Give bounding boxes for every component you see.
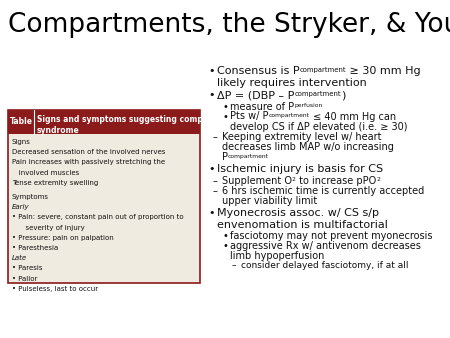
Text: ): ) [341,90,346,100]
Text: upper viability limit: upper viability limit [222,196,317,206]
Text: •: • [222,112,228,121]
Text: •: • [222,241,228,251]
Text: aggressive Rx w/ antivenom decreases: aggressive Rx w/ antivenom decreases [230,241,421,251]
Text: –: – [213,186,218,196]
Text: measure of P: measure of P [230,101,294,112]
Text: Consensus is P: Consensus is P [217,66,300,76]
Text: compartment: compartment [269,113,310,118]
Text: ≥ 30 mm Hg: ≥ 30 mm Hg [346,66,421,76]
Text: Decreased sensation of the involved nerves: Decreased sensation of the involved nerv… [12,149,166,155]
Text: Keeping extremity level w/ heart: Keeping extremity level w/ heart [222,132,382,143]
Text: • Paresthesia: • Paresthesia [12,245,58,251]
Text: Table: Table [9,118,32,126]
Text: likely requires intervention: likely requires intervention [217,77,367,88]
Text: severity of injury: severity of injury [12,224,85,231]
Text: • Pressure: pain on palpation: • Pressure: pain on palpation [12,235,114,241]
Text: Pain increases with passively stretching the: Pain increases with passively stretching… [12,160,165,165]
Text: • Pulseless, last to occur: • Pulseless, last to occur [12,286,98,292]
Text: Ischemic injury is basis for CS: Ischemic injury is basis for CS [217,165,383,174]
Text: fasciotomy may not prevent myonecrosis: fasciotomy may not prevent myonecrosis [230,231,432,241]
Text: Compartments, the Stryker, & You: Compartments, the Stryker, & You [8,12,450,38]
Text: • Paresis: • Paresis [12,265,42,271]
Text: •: • [208,208,215,218]
Text: • Pallor: • Pallor [12,275,37,282]
Text: Early: Early [12,204,30,210]
Text: Pts w/ P: Pts w/ P [230,112,269,121]
Text: •: • [208,66,215,76]
Text: perfusion: perfusion [294,103,322,108]
Text: Signs and symptoms suggesting compartment
syndrome: Signs and symptoms suggesting compartmen… [37,115,238,135]
Text: ΔP = (DBP – P: ΔP = (DBP – P [217,90,294,100]
Text: limb hypoperfusion: limb hypoperfusion [230,251,324,261]
Text: Symptoms: Symptoms [12,194,49,200]
Text: •: • [222,101,228,112]
Text: consider delayed fasciotomy, if at all: consider delayed fasciotomy, if at all [241,261,409,270]
Text: ≤ 40 mm Hg can: ≤ 40 mm Hg can [310,112,396,121]
Text: 2: 2 [376,177,380,182]
Bar [8,110,200,283]
Bar [8,110,200,134]
Text: Late: Late [12,255,27,261]
Text: –: – [213,176,218,186]
Text: P: P [222,152,228,163]
Text: involved muscles: involved muscles [12,170,79,176]
Text: •: • [222,231,228,241]
Text: to increase pPO: to increase pPO [296,176,376,186]
Text: Supplement O: Supplement O [222,176,292,186]
Text: compartment: compartment [294,92,341,97]
Text: 6 hrs ischemic time is currently accepted: 6 hrs ischemic time is currently accepte… [222,186,424,196]
Text: –: – [232,261,237,270]
Text: compartment: compartment [228,154,269,159]
Text: •: • [208,90,215,100]
Text: Myonecrosis assoc. w/ CS s/p: Myonecrosis assoc. w/ CS s/p [217,208,379,218]
Text: compartment: compartment [300,68,346,73]
Text: develop CS if ΔP elevated (i.e. ≥ 30): develop CS if ΔP elevated (i.e. ≥ 30) [230,121,408,131]
Text: •: • [208,165,215,174]
Text: Tense extremity swelling: Tense extremity swelling [12,180,98,186]
Text: –: – [213,132,218,143]
Text: decreases limb MAP w/o increasing: decreases limb MAP w/o increasing [222,143,394,152]
Text: envenomation is multifactorial: envenomation is multifactorial [217,219,388,230]
Text: 2: 2 [292,177,296,182]
Text: • Pain: severe, constant pain out of proportion to: • Pain: severe, constant pain out of pro… [12,214,184,220]
Text: Signs: Signs [12,139,31,145]
